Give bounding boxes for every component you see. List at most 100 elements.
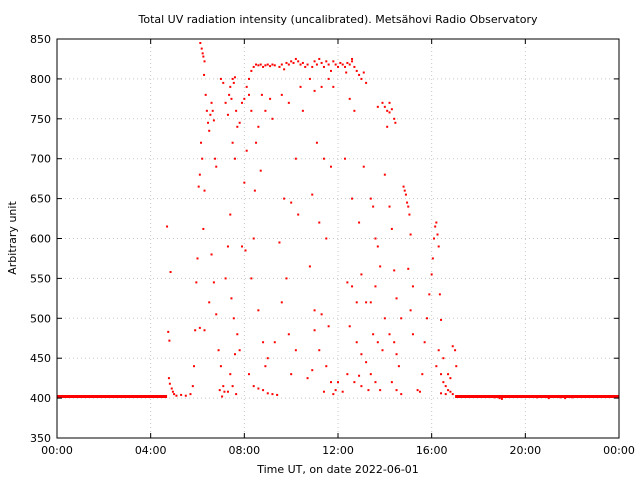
data-point xyxy=(360,385,363,388)
data-point xyxy=(329,69,332,72)
data-point xyxy=(383,317,386,320)
data-point xyxy=(248,77,251,80)
data-point xyxy=(285,277,288,280)
data-point xyxy=(327,325,330,328)
data-point xyxy=(257,125,260,128)
data-point xyxy=(360,353,363,356)
data-point xyxy=(264,64,267,67)
data-point xyxy=(208,301,211,304)
x-axis: 00:00 04:00 08:00 12:00 16:00 20:00 00:00 xyxy=(41,39,635,457)
data-point xyxy=(248,93,251,96)
data-point xyxy=(313,309,316,312)
data-point xyxy=(283,68,286,71)
data-point xyxy=(290,373,293,376)
data-point xyxy=(332,393,335,396)
data-point xyxy=(229,213,232,216)
x-tick-label: 04:00 xyxy=(135,444,167,457)
data-point xyxy=(189,393,192,396)
data-point xyxy=(395,297,398,300)
data-point xyxy=(226,113,229,116)
data-point xyxy=(320,85,323,88)
data-point xyxy=(334,389,337,392)
data-point xyxy=(348,63,351,66)
data-point xyxy=(451,345,454,348)
data-point xyxy=(547,397,550,400)
data-point xyxy=(320,313,323,316)
data-point xyxy=(203,189,206,192)
data-point xyxy=(346,281,349,284)
data-point xyxy=(353,109,356,112)
data-point xyxy=(167,377,170,380)
data-point xyxy=(536,396,539,399)
data-point xyxy=(376,105,379,108)
data-point xyxy=(344,65,347,68)
data-point xyxy=(223,390,226,393)
data-point xyxy=(252,385,255,388)
data-point xyxy=(259,63,262,66)
data-point xyxy=(406,201,409,204)
data-point xyxy=(435,365,438,368)
data-point xyxy=(409,309,412,312)
data-point xyxy=(236,125,239,128)
data-point xyxy=(444,393,447,396)
data-point xyxy=(306,63,309,66)
data-point xyxy=(221,395,224,398)
data-point xyxy=(167,330,170,333)
data-point xyxy=(383,105,386,108)
data-point xyxy=(297,60,300,63)
data-point xyxy=(232,81,235,84)
data-point xyxy=(571,396,574,399)
data-point xyxy=(395,353,398,356)
data-point xyxy=(397,365,400,368)
data-point xyxy=(362,71,365,74)
data-point xyxy=(294,57,297,60)
data-point xyxy=(271,393,274,396)
data-point xyxy=(301,61,304,64)
data-point xyxy=(269,97,272,100)
data-point xyxy=(493,396,496,399)
data-point xyxy=(418,390,421,393)
data-point xyxy=(381,349,384,352)
data-point xyxy=(395,389,398,392)
data-point xyxy=(262,341,265,344)
data-point xyxy=(325,237,328,240)
data-point xyxy=(245,85,248,88)
data-point xyxy=(383,173,386,176)
data-point xyxy=(318,349,321,352)
data-point xyxy=(437,349,440,352)
data-point xyxy=(374,237,377,240)
data-point xyxy=(433,237,436,240)
data-point xyxy=(440,392,443,395)
data-point xyxy=(219,365,222,368)
data-point xyxy=(194,329,197,332)
data-point xyxy=(175,394,178,397)
data-point xyxy=(345,71,348,74)
data-point xyxy=(379,389,382,392)
data-point xyxy=(341,63,344,66)
y-axis-label: Arbitrary unit xyxy=(6,201,19,275)
data-point xyxy=(327,63,330,66)
y-axis: 350 400 450 500 550 600 650 700 750 800 850 xyxy=(30,33,619,445)
data-point xyxy=(215,313,218,316)
data-point xyxy=(346,61,349,64)
data-point xyxy=(197,185,200,188)
data-point xyxy=(271,63,274,66)
baseline-segment xyxy=(57,395,168,399)
data-point xyxy=(351,57,354,60)
data-point xyxy=(290,60,293,63)
data-point xyxy=(355,341,358,344)
data-point xyxy=(191,385,194,388)
data-point xyxy=(329,381,332,384)
data-point xyxy=(390,227,393,230)
data-point xyxy=(404,193,407,196)
data-point xyxy=(285,61,288,64)
data-point xyxy=(214,157,217,160)
data-point xyxy=(498,397,501,400)
data-point xyxy=(440,318,443,321)
y-tick-label: 800 xyxy=(30,73,51,86)
data-point xyxy=(266,357,269,360)
data-point xyxy=(430,273,433,276)
data-point xyxy=(500,397,503,400)
data-point xyxy=(283,197,286,200)
